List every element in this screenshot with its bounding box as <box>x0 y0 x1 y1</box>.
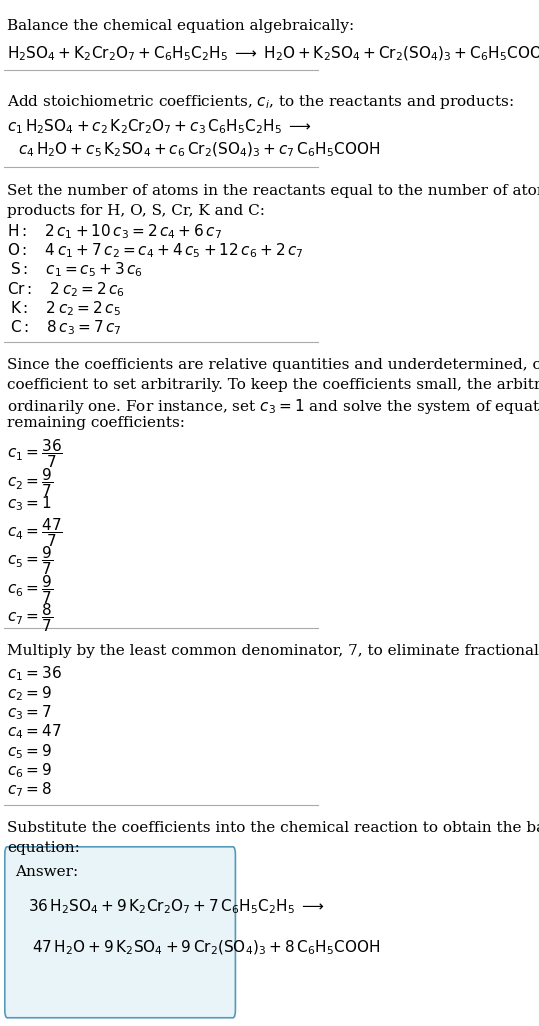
Text: $c_1 = 36$: $c_1 = 36$ <box>8 665 62 683</box>
Text: products for H, O, S, Cr, K and C:: products for H, O, S, Cr, K and C: <box>8 203 265 218</box>
Text: $c_4\, \mathrm{H_2O} + c_5\, \mathrm{K_2SO_4} + c_6\, \mathrm{Cr_2(SO_4)_3} + c_: $c_4\, \mathrm{H_2O} + c_5\, \mathrm{K_2… <box>18 141 381 159</box>
Text: Add stoichiometric coefficients, $c_i$, to the reactants and products:: Add stoichiometric coefficients, $c_i$, … <box>8 92 514 111</box>
Text: $c_1\, \mathrm{H_2SO_4} + c_2\, \mathrm{K_2Cr_2O_7} + c_3\, \mathrm{C_6H_5C_2H_5: $c_1\, \mathrm{H_2SO_4} + c_2\, \mathrm{… <box>8 117 312 135</box>
Text: $c_7 = 8$: $c_7 = 8$ <box>8 781 52 799</box>
Text: equation:: equation: <box>8 840 80 855</box>
Text: $47\, \mathrm{H_2O} + 9\, \mathrm{K_2SO_4} + 9\, \mathrm{Cr_2(SO_4)_3} + 8\, \ma: $47\, \mathrm{H_2O} + 9\, \mathrm{K_2SO_… <box>32 939 381 957</box>
Text: $c_7 = \dfrac{8}{7}$: $c_7 = \dfrac{8}{7}$ <box>8 601 53 634</box>
Text: ordinarily one. For instance, set $c_3 = 1$ and solve the system of equations fo: ordinarily one. For instance, set $c_3 =… <box>8 397 539 416</box>
Text: $c_2 = 9$: $c_2 = 9$ <box>8 684 52 703</box>
Text: $\mathrm{C{:}} \quad 8\,c_3 = 7\,c_7$: $\mathrm{C{:}} \quad 8\,c_3 = 7\,c_7$ <box>10 319 121 338</box>
Text: coefficient to set arbitrarily. To keep the coefficients small, the arbitrary va: coefficient to set arbitrarily. To keep … <box>8 378 539 392</box>
Text: $c_5 = \dfrac{9}{7}$: $c_5 = \dfrac{9}{7}$ <box>8 545 53 578</box>
Text: $c_1 = \dfrac{36}{7}$: $c_1 = \dfrac{36}{7}$ <box>8 438 63 471</box>
Text: $c_5 = 9$: $c_5 = 9$ <box>8 742 52 760</box>
Text: $36\, \mathrm{H_2SO_4} + 9\, \mathrm{K_2Cr_2O_7} + 7\, \mathrm{C_6H_5C_2H_5} \;\: $36\, \mathrm{H_2SO_4} + 9\, \mathrm{K_2… <box>27 898 324 916</box>
Text: Balance the chemical equation algebraically:: Balance the chemical equation algebraica… <box>8 19 355 34</box>
Text: remaining coefficients:: remaining coefficients: <box>8 417 185 430</box>
Text: $\mathrm{H_2SO_4 + K_2Cr_2O_7 + C_6H_5C_2H_5 \;\longrightarrow\; H_2O + K_2SO_4 : $\mathrm{H_2SO_4 + K_2Cr_2O_7 + C_6H_5C_… <box>8 45 539 64</box>
Text: $\mathrm{S{:}} \quad c_1 = c_5 + 3\,c_6$: $\mathrm{S{:}} \quad c_1 = c_5 + 3\,c_6$ <box>10 261 143 279</box>
Text: $c_6 = 9$: $c_6 = 9$ <box>8 761 52 780</box>
FancyBboxPatch shape <box>5 846 236 1018</box>
Text: $c_4 = \dfrac{47}{7}$: $c_4 = \dfrac{47}{7}$ <box>8 516 63 549</box>
Text: $\mathrm{Cr{:}} \quad 2\,c_2 = 2\,c_6$: $\mathrm{Cr{:}} \quad 2\,c_2 = 2\,c_6$ <box>8 280 126 299</box>
Text: $c_3 = 7$: $c_3 = 7$ <box>8 703 52 722</box>
Text: $\mathrm{H{:}} \quad 2\,c_1 + 10\,c_3 = 2\,c_4 + 6\,c_7$: $\mathrm{H{:}} \quad 2\,c_1 + 10\,c_3 = … <box>8 222 223 241</box>
Text: $c_3 = 1$: $c_3 = 1$ <box>8 495 52 513</box>
Text: $c_6 = \dfrac{9}{7}$: $c_6 = \dfrac{9}{7}$ <box>8 574 53 605</box>
Text: Multiply by the least common denominator, 7, to eliminate fractional coefficient: Multiply by the least common denominator… <box>8 644 539 659</box>
Text: Set the number of atoms in the reactants equal to the number of atoms in the: Set the number of atoms in the reactants… <box>8 185 539 198</box>
Text: $\mathrm{K{:}} \quad 2\,c_2 = 2\,c_5$: $\mathrm{K{:}} \quad 2\,c_2 = 2\,c_5$ <box>10 300 121 318</box>
Text: Answer:: Answer: <box>15 865 78 879</box>
Text: $c_4 = 47$: $c_4 = 47$ <box>8 722 62 742</box>
Text: Substitute the coefficients into the chemical reaction to obtain the balanced: Substitute the coefficients into the che… <box>8 822 539 835</box>
Text: $c_2 = \dfrac{9}{7}$: $c_2 = \dfrac{9}{7}$ <box>8 466 53 499</box>
Text: $\mathrm{O{:}} \quad 4\,c_1 + 7\,c_2 = c_4 + 4\,c_5 + 12\,c_6 + 2\,c_7$: $\mathrm{O{:}} \quad 4\,c_1 + 7\,c_2 = c… <box>8 241 304 260</box>
Text: Since the coefficients are relative quantities and underdetermined, choose a: Since the coefficients are relative quan… <box>8 358 539 372</box>
